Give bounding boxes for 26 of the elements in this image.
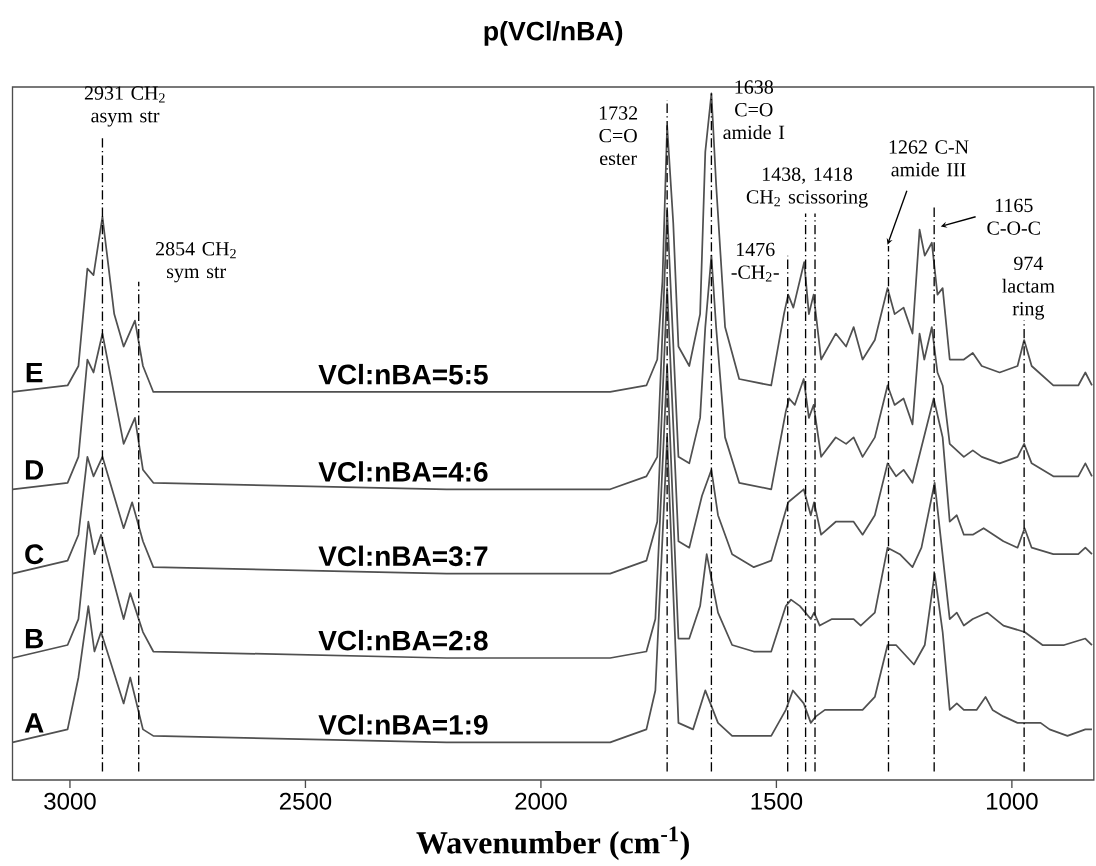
series-label: VCl:nBA=3:7 [318,545,488,567]
series-label: VCl:nBA=4:6 [318,461,488,482]
ref-line-label: 1438, 1418 CH$_{2}$ scissoring [746,167,868,208]
annotation: D [25,460,44,480]
x-tick-label: 1500 [751,792,803,810]
x-tick-label: 2500 [279,792,332,810]
x-tick-label: 2000 [515,792,567,810]
ref-line-label: 974 lactam ring [1002,256,1055,320]
ref-line-label: 1732 C=O ester [599,106,638,166]
annotation: A [24,713,44,733]
series-label: VCl:nBA=1:9 [318,714,488,735]
ref-line-label: 1476 -CH$_{2}$- [731,242,779,282]
ref-line-label: 1262 C-N amide III [889,140,969,177]
chart-title: p(VCl/nBA) [484,21,623,46]
annotation: C [25,544,44,565]
ref-line-label: 1165 C-O-C [987,198,1040,235]
annotation: E [26,362,43,383]
ref-line-label: 2854 CH$_{2}$ sym str [155,242,236,283]
annotation: B [25,629,43,649]
series-label: VCl:nBA=2:8 [318,629,488,651]
ref-line-label: 2931 CH$_{2}$ asym str [84,86,165,127]
x-axis-title: Wavenumber (cm$^{-1}$) [416,826,689,861]
x-tick-label: 3000 [44,792,96,810]
ref-line-label: 1638 C=O amide I [723,80,785,140]
series-label: VCl:nBA=5:5 [318,363,488,385]
x-tick-label: 1000 [987,792,1038,810]
